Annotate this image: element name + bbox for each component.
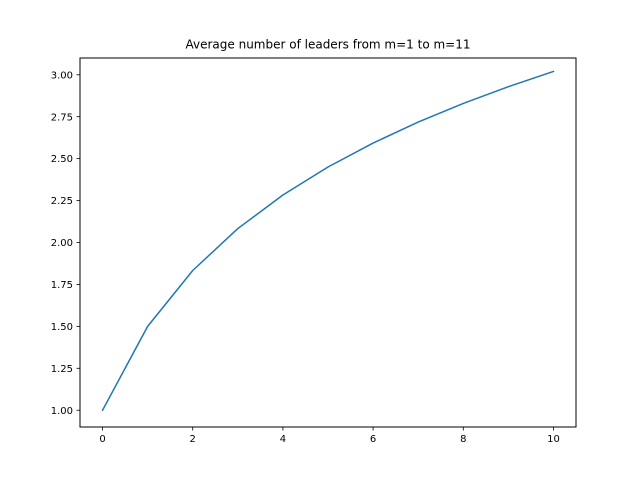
y-tick-label: 1.25 [51, 364, 73, 375]
plot-area-frame [79, 57, 577, 428]
x-tick-label: 4 [280, 434, 286, 445]
y-tick-label: 2.75 [51, 112, 73, 123]
y-tick-label: 2.25 [51, 196, 73, 207]
y-axis: 1.00 1.25 1.50 1.75 2.00 2.25 2.50 2.75 3.00 [51, 70, 80, 417]
y-tick-label: 2.00 [51, 238, 73, 249]
chart-title: Average number of leaders from m=1 to m=… [186, 38, 471, 52]
y-tick-label: 1.50 [51, 322, 73, 333]
y-tick-label: 3.00 [51, 70, 73, 81]
y-tick-label: 1.00 [51, 406, 73, 417]
series-line [101, 70, 555, 412]
y-tick-label: 1.75 [51, 280, 73, 291]
x-tick-label: 8 [460, 434, 466, 445]
x-axis: 0 2 4 6 8 10 [99, 427, 560, 445]
y-tick-label: 2.50 [51, 154, 73, 165]
x-tick-label: 10 [547, 434, 560, 445]
x-tick-label: 0 [99, 434, 105, 445]
x-tick-label: 6 [370, 434, 376, 445]
series-layer [101, 70, 555, 412]
x-tick-label: 2 [190, 434, 196, 445]
